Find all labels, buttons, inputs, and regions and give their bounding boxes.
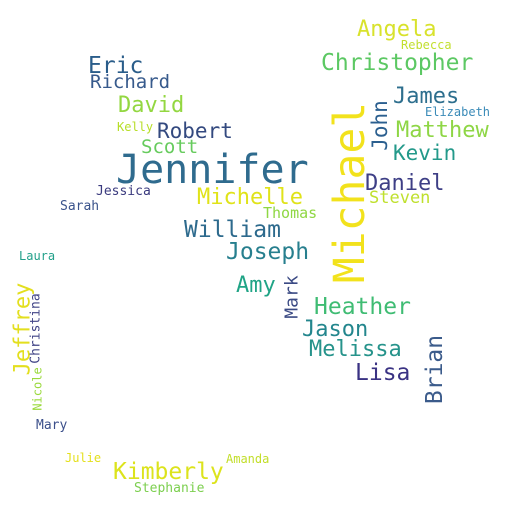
- word-jason: Jason: [302, 317, 369, 342]
- word-joseph: Joseph: [226, 239, 310, 265]
- word-christina: Christina: [28, 293, 44, 364]
- word-jennifer: Jennifer: [116, 147, 309, 193]
- word-amy: Amy: [236, 273, 276, 298]
- word-william: William: [184, 217, 281, 243]
- word-daniel: Daniel: [365, 171, 445, 196]
- word-mark: Mark: [281, 275, 303, 319]
- word-laura: Laura: [19, 249, 56, 263]
- word-heather: Heather: [314, 294, 411, 320]
- word-eric: Eric: [88, 53, 144, 79]
- word-jessica: Jessica: [96, 184, 151, 199]
- word-melissa: Melissa: [309, 337, 402, 362]
- word-kelly: Kelly: [117, 120, 154, 134]
- word-david: David: [118, 93, 185, 118]
- word-angela: Angela: [357, 17, 437, 42]
- word-thomas: Thomas: [263, 204, 318, 222]
- word-robert: Robert: [157, 119, 233, 143]
- word-elizabeth: Elizabeth: [425, 105, 491, 119]
- word-richard: Richard: [90, 71, 171, 93]
- word-matthew: Matthew: [396, 118, 489, 143]
- word-james: James: [393, 84, 460, 109]
- word-sarah: Sarah: [60, 199, 100, 214]
- word-amanda: Amanda: [226, 452, 270, 466]
- word-john: John: [367, 100, 392, 151]
- word-mary: Mary: [36, 418, 68, 433]
- word-christopher: Christopher: [321, 50, 474, 76]
- word-lisa: Lisa: [355, 360, 411, 386]
- word-julie: Julie: [65, 451, 102, 465]
- word-scott: Scott: [141, 136, 199, 158]
- word-nicole: Nicole: [30, 367, 45, 411]
- word-steven: Steven: [369, 188, 431, 208]
- word-michelle: Michelle: [197, 185, 303, 210]
- word-kimberly: Kimberly: [113, 459, 224, 485]
- word-rebecca: Rebecca: [401, 38, 452, 52]
- word-brian: Brian: [422, 334, 449, 405]
- word-stephanie: Stephanie: [134, 481, 205, 496]
- word-kevin: Kevin: [393, 141, 457, 165]
